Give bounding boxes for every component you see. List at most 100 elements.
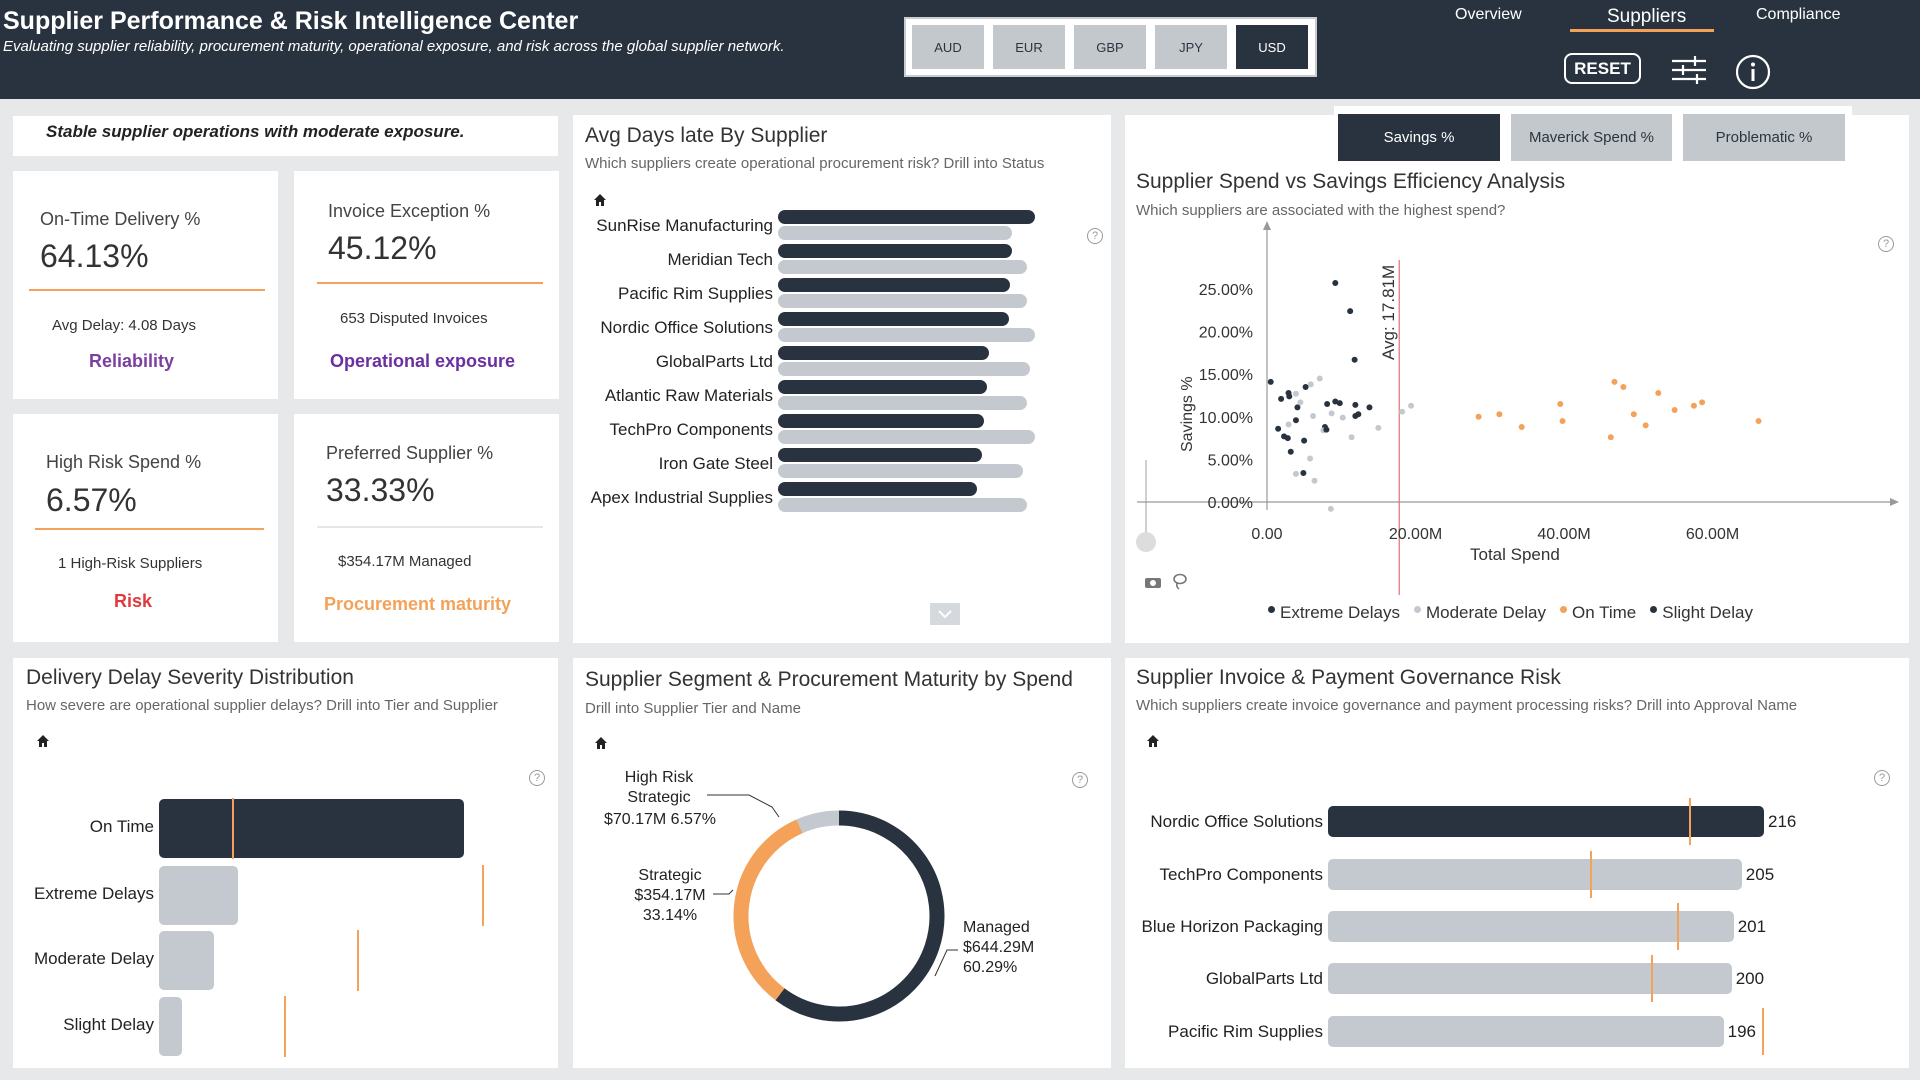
invoice-bar[interactable] [1328, 806, 1764, 837]
scatter-point[interactable] [1301, 437, 1308, 444]
scatter-point[interactable] [1630, 411, 1637, 418]
currency-eur-button[interactable]: EUR [993, 25, 1065, 69]
scatter-point[interactable] [1311, 477, 1318, 484]
scatter-point[interactable] [1307, 455, 1314, 462]
home-icon[interactable] [593, 193, 607, 207]
scatter-point[interactable] [1267, 378, 1274, 385]
currency-usd-button[interactable]: USD [1236, 25, 1308, 69]
scatter-point[interactable] [1690, 402, 1697, 409]
home-icon[interactable] [1146, 734, 1160, 748]
scatter-point[interactable] [1655, 389, 1662, 396]
currency-jpy-button[interactable]: JPY [1155, 25, 1227, 69]
scatter-point[interactable] [1375, 424, 1382, 431]
home-icon[interactable] [36, 734, 50, 748]
scatter-plot[interactable]: Avg: 17.81M Savings % Total Spend 25.00%… [1125, 115, 1909, 595]
scatter-point[interactable] [1475, 413, 1482, 420]
scatter-point[interactable] [1285, 389, 1292, 396]
toggle-problematic-button[interactable]: Problematic % [1683, 114, 1845, 161]
scatter-point[interactable] [1297, 399, 1304, 406]
scatter-point[interactable] [1671, 406, 1678, 413]
scatter-point[interactable] [1399, 408, 1406, 415]
segment-donut[interactable] [573, 658, 1111, 1068]
donut-slice[interactable] [733, 819, 803, 1001]
invoice-bar[interactable] [1328, 859, 1742, 890]
camera-icon[interactable] [1144, 575, 1162, 589]
severity-bar[interactable] [159, 799, 464, 858]
scroll-down-chevron-icon[interactable] [930, 603, 960, 625]
scatter-point[interactable] [1620, 383, 1627, 390]
info-icon[interactable] [1735, 54, 1771, 95]
scatter-point[interactable] [1278, 395, 1285, 402]
invoice-bar[interactable] [1328, 1016, 1724, 1047]
scatter-point[interactable] [1294, 404, 1301, 411]
severity-bar[interactable] [159, 931, 214, 990]
legend-label: On Time [1572, 603, 1637, 622]
scatter-point[interactable] [1307, 381, 1314, 388]
scatter-point[interactable] [1310, 412, 1317, 419]
scatter-point[interactable] [1275, 425, 1282, 432]
tab-compliance[interactable]: Compliance [1756, 6, 1841, 23]
lasso-icon[interactable] [1172, 573, 1188, 591]
tab-suppliers[interactable]: Suppliers [1607, 6, 1687, 27]
help-icon[interactable]: ? [1874, 770, 1890, 786]
scatter-point[interactable] [1557, 401, 1564, 408]
scatter-point[interactable] [1323, 426, 1330, 433]
invoice-bar[interactable] [1328, 911, 1734, 942]
severity-bar[interactable] [159, 866, 239, 925]
scatter-point[interactable] [1316, 375, 1323, 382]
scatter-point[interactable] [1408, 402, 1415, 409]
scatter-point[interactable] [1292, 470, 1299, 477]
scatter-point[interactable] [1611, 378, 1618, 385]
legend-dot-icon [1413, 606, 1421, 614]
scatter-point[interactable] [1339, 414, 1346, 421]
filter-sliders-icon[interactable] [1671, 55, 1707, 90]
scatter-point[interactable] [1755, 418, 1762, 425]
scatter-point[interactable] [1292, 390, 1299, 397]
scatter-point[interactable] [1366, 404, 1373, 411]
scatter-point[interactable] [1347, 308, 1354, 315]
scatter-point[interactable] [1699, 399, 1706, 406]
legend-item[interactable]: Extreme Delays [1268, 603, 1400, 623]
scatter-point[interactable] [1327, 505, 1334, 512]
reset-button[interactable]: RESET [1564, 53, 1641, 84]
scatter-point[interactable] [1642, 422, 1649, 429]
scatter-point[interactable] [1300, 470, 1307, 477]
scatter-point[interactable] [1285, 421, 1292, 428]
tab-overview[interactable]: Overview [1455, 6, 1522, 23]
scatter-point[interactable] [1332, 280, 1339, 287]
scatter-point[interactable] [1287, 448, 1294, 455]
scatter-point[interactable] [1328, 410, 1335, 417]
scatter-point[interactable] [1324, 401, 1331, 408]
scatter-point[interactable] [1518, 424, 1525, 431]
scatter-point[interactable] [1302, 383, 1309, 390]
help-icon[interactable]: ? [1087, 228, 1103, 244]
legend-item[interactable]: Moderate Delay [1413, 603, 1546, 623]
scatter-point[interactable] [1348, 434, 1355, 441]
scatter-point[interactable] [1352, 401, 1359, 408]
supplier-label: Atlantic Raw Materials [604, 386, 773, 405]
scatter-point[interactable] [1284, 435, 1291, 442]
home-icon[interactable] [594, 736, 608, 750]
scatter-point[interactable] [1559, 418, 1566, 425]
scatter-point[interactable] [1607, 434, 1614, 441]
scatter-point[interactable] [1292, 417, 1299, 424]
currency-aud-button[interactable]: AUD [912, 25, 984, 69]
donut-slice[interactable] [796, 810, 840, 834]
scatter-point[interactable] [1496, 411, 1503, 418]
help-icon[interactable]: ? [1072, 772, 1088, 788]
toggle-savings-button[interactable]: Savings % [1338, 114, 1500, 161]
invoice-bar[interactable] [1328, 963, 1732, 994]
severity-bar[interactable] [159, 997, 182, 1056]
scatter-point[interactable] [1351, 356, 1358, 363]
currency-gbp-button[interactable]: GBP [1074, 25, 1146, 69]
zoom-slider[interactable] [1135, 460, 1163, 700]
scatter-point[interactable] [1336, 400, 1343, 407]
legend-item[interactable]: On Time [1560, 603, 1636, 623]
scatter-card: Supplier Spend vs Savings Efficiency Ana… [1125, 115, 1909, 643]
donut-slice[interactable] [775, 810, 945, 1022]
toggle-maverick-button[interactable]: Maverick Spend % [1511, 114, 1672, 161]
help-icon[interactable]: ? [1878, 236, 1894, 252]
help-icon[interactable]: ? [529, 770, 545, 786]
scatter-point[interactable] [1355, 411, 1362, 418]
legend-item[interactable]: Slight Delay [1650, 603, 1753, 623]
